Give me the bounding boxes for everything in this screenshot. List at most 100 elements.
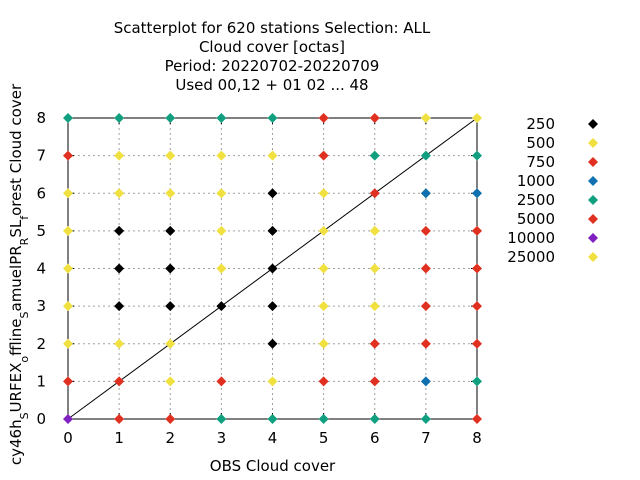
- data-point: [472, 414, 482, 424]
- y-axis-label-part: S: [18, 311, 31, 318]
- chart-title-line: Used 00,12 + 01 02 ... 48: [175, 76, 368, 94]
- legend-marker: [588, 157, 598, 167]
- y-tick-label: 6: [36, 184, 46, 202]
- data-point: [165, 188, 176, 199]
- legend-label: 500: [526, 134, 555, 152]
- y-axis-label-part: S: [18, 412, 31, 419]
- data-point: [369, 188, 380, 199]
- data-point: [318, 225, 329, 236]
- y-tick-label: 3: [36, 297, 46, 315]
- legend-marker: [588, 119, 598, 129]
- data-point: [420, 225, 431, 236]
- data-point: [420, 376, 431, 387]
- y-axis-label-part: f: [18, 215, 31, 220]
- data-point: [420, 414, 431, 424]
- data-point: [63, 263, 73, 274]
- data-point: [267, 263, 278, 274]
- x-tick-label: 0: [63, 429, 73, 447]
- data-point: [472, 301, 482, 312]
- data-point: [165, 113, 176, 123]
- data-point: [318, 414, 329, 424]
- legend-label: 10000: [507, 229, 555, 247]
- legend-marker: [588, 252, 598, 262]
- data-point: [165, 150, 176, 161]
- data-point: [369, 225, 380, 236]
- data-point: [267, 338, 278, 349]
- y-axis-label-part: R: [18, 237, 31, 245]
- data-point: [216, 150, 227, 161]
- x-tick-label: 1: [114, 429, 124, 447]
- data-point: [114, 301, 125, 312]
- y-tick-label: 4: [36, 260, 46, 278]
- y-tick-label: 5: [36, 222, 46, 240]
- data-point: [369, 301, 380, 312]
- data-point: [63, 225, 73, 236]
- y-tick-label: 2: [36, 335, 46, 353]
- y-tick-label: 1: [36, 372, 46, 390]
- data-point: [267, 113, 278, 123]
- y-tick-label: 8: [36, 109, 46, 127]
- data-point: [318, 301, 329, 312]
- series-750: [63, 188, 482, 387]
- data-point: [420, 263, 431, 274]
- data-point: [165, 225, 176, 236]
- data-point: [472, 376, 482, 387]
- data-point: [216, 376, 227, 387]
- legend-marker: [588, 195, 598, 205]
- data-point: [472, 225, 482, 236]
- data-point: [420, 113, 431, 123]
- y-axis-label: cy46hSURFEXofflineSamuelPRRSLforest Clou…: [7, 83, 31, 465]
- data-point: [114, 376, 125, 387]
- legend-label: 25000: [507, 248, 555, 266]
- data-point: [165, 263, 176, 274]
- data-point: [63, 301, 73, 312]
- y-axis-label-part: cy46h: [7, 419, 25, 465]
- legend-marker: [588, 233, 598, 243]
- data-point: [114, 263, 125, 274]
- data-point: [63, 414, 73, 424]
- data-point: [267, 188, 278, 199]
- data-point: [267, 414, 278, 424]
- y-axis-label-part: URFEX: [7, 363, 25, 413]
- data-point: [318, 263, 329, 274]
- series-1000: [420, 188, 482, 387]
- data-point: [369, 414, 380, 424]
- data-point: [216, 113, 227, 123]
- y-axis-label-part: o: [18, 356, 31, 363]
- x-axis-label: OBS Cloud cover: [210, 457, 336, 475]
- y-axis-label-part: SL: [7, 219, 25, 238]
- x-tick-label: 4: [268, 429, 278, 447]
- x-tick-label: 7: [421, 429, 431, 447]
- series-250: [114, 188, 278, 349]
- x-tick-label: 3: [217, 429, 227, 447]
- data-point: [114, 338, 125, 349]
- data-point: [267, 376, 278, 387]
- data-point: [318, 376, 329, 387]
- chart-title: Scatterplot for 620 stations Selection: …: [114, 19, 431, 94]
- data-point: [63, 188, 73, 199]
- data-point: [267, 150, 278, 161]
- x-tick-label: 6: [370, 429, 380, 447]
- data-point: [420, 150, 431, 161]
- chart-title-line: Period: 20220702-20220709: [165, 57, 380, 75]
- data-point: [216, 188, 227, 199]
- data-point: [165, 376, 176, 387]
- legend-label: 2500: [517, 191, 555, 209]
- data-point: [369, 338, 380, 349]
- data-point: [318, 113, 329, 123]
- data-point: [318, 150, 329, 161]
- data-point: [114, 113, 125, 123]
- legend-marker: [588, 138, 598, 148]
- data-point: [165, 338, 176, 349]
- legend-label: 5000: [517, 210, 555, 228]
- series-500: [63, 113, 482, 387]
- data-point: [165, 414, 176, 424]
- data-point: [369, 150, 380, 161]
- legend-label: 750: [526, 153, 555, 171]
- data-point: [420, 188, 431, 199]
- data-point: [267, 301, 278, 312]
- data-point: [216, 301, 227, 312]
